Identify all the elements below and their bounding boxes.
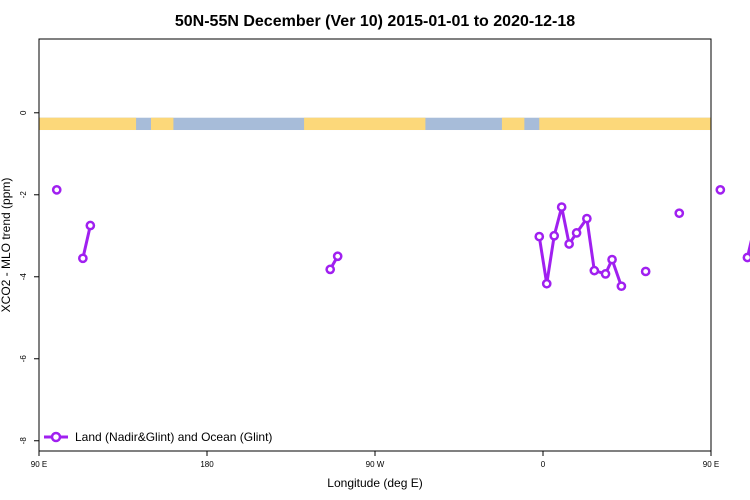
data-point [85,220,96,231]
series-line [745,239,750,260]
plot-background [39,39,711,451]
plot-area [38,38,750,452]
land-segment [304,117,426,131]
y-tick-label: -4 [19,273,28,281]
y-axis-label: XCO2 - MLO trend (ppm) [0,178,13,313]
land-segment [539,117,711,131]
data-point [325,264,336,275]
data-point [541,278,552,289]
data-point [549,230,560,241]
x-axis: 90 E 180 90 W 0 90 E [31,451,719,469]
series-line [81,224,92,260]
data-point [332,251,343,262]
y-tick-label: 0 [19,110,28,115]
y-tick-label: -6 [19,355,28,363]
legend-label: Land (Nadir&Glint) and Ocean (Glint) [75,430,272,444]
y-axis: 0 -2 -4 -6 -8 [19,110,39,444]
land-segment [151,117,174,131]
data-point [51,185,62,195]
data-point [582,213,592,224]
data-point [674,208,685,219]
data-point [564,239,574,249]
series-layer [51,185,750,292]
data-point [589,265,600,276]
data-point [742,252,750,263]
land-segment [501,117,525,131]
x-tick-label: 90 E [31,460,47,469]
legend: Land (Nadir&Glint) and Ocean (Glint) [44,430,272,444]
x-tick-label: 90 W [366,460,385,469]
data-point [640,266,651,277]
x-tick-label: 180 [200,460,214,469]
land-ocean-strip [39,117,711,131]
data-point [715,185,726,195]
land-segment [39,117,137,131]
data-point [556,202,567,212]
x-tick-label: 90 E [703,460,719,469]
data-point [534,231,545,242]
data-point [607,254,617,265]
data-point [571,228,582,238]
chart-title: 50N-55N December (Ver 10) 2015-01-01 to … [175,13,575,30]
y-tick-label: -2 [19,191,28,199]
data-point [616,281,627,292]
legend-marker [50,431,62,443]
x-tick-label: 0 [541,460,546,469]
y-tick-label: -8 [19,437,28,445]
data-point [78,253,88,264]
x-axis-label: Longitude (deg E) [327,476,422,490]
data-point [600,269,611,279]
